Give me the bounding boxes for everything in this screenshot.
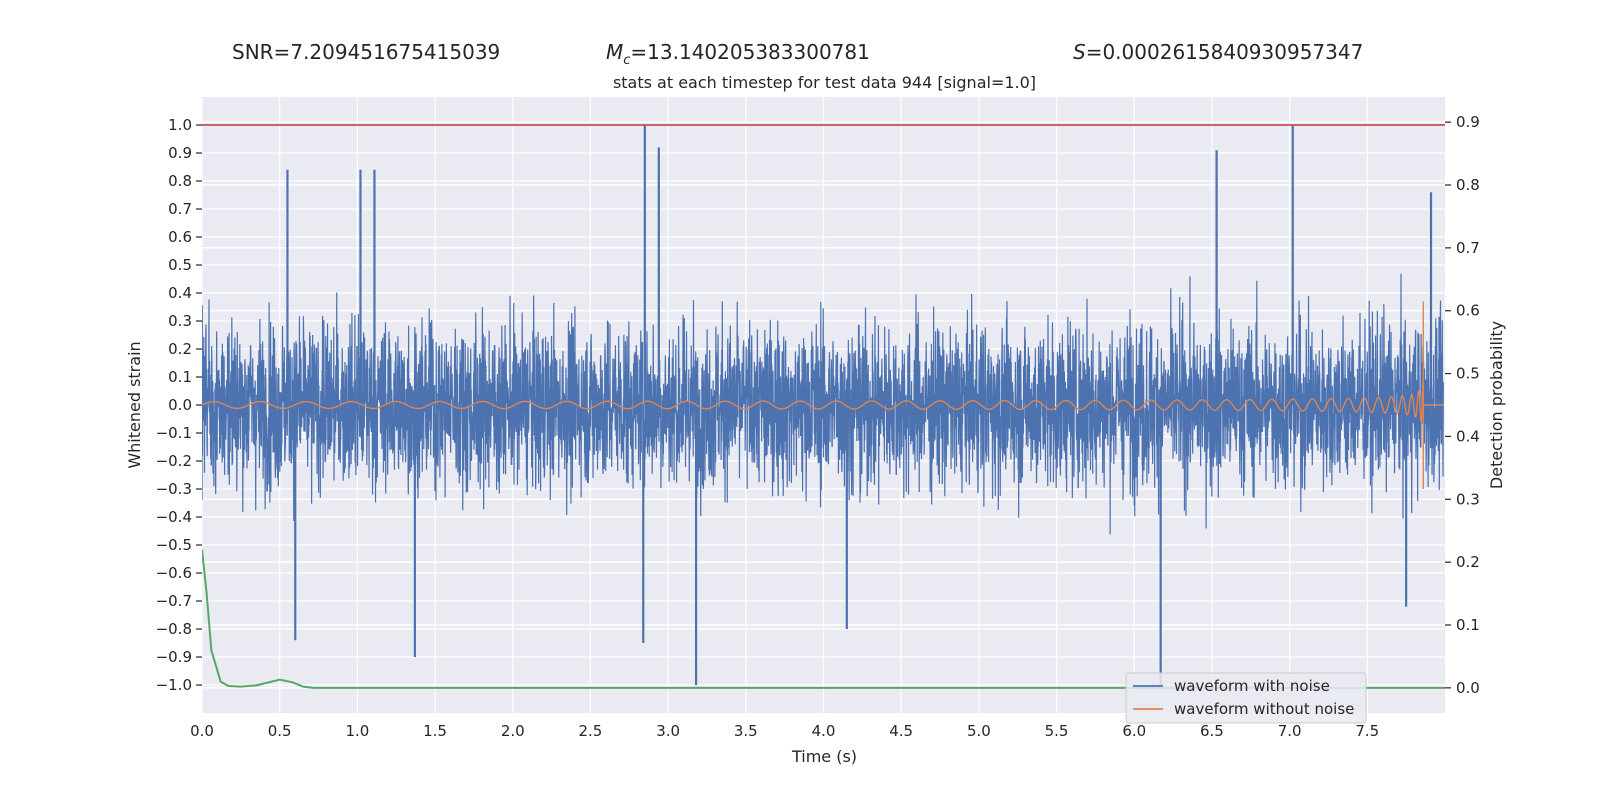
s-symbol: S xyxy=(1073,40,1086,64)
x-tick-label: 3.0 xyxy=(656,722,680,740)
x-tick-label: 2.0 xyxy=(501,722,525,740)
y2-tick-label: 0.0 xyxy=(1456,679,1480,697)
y2-tick-label: 0.3 xyxy=(1456,490,1480,508)
series-noisy-peaks xyxy=(286,125,1433,685)
y-tick-label: −0.8 xyxy=(156,620,192,638)
x-axis-label: Time (s) xyxy=(791,747,857,766)
y-tick-label: −0.7 xyxy=(156,592,192,610)
x-tick-label: 5.0 xyxy=(967,722,991,740)
chirp-mass-stat: Mc=13.140205383300781 xyxy=(606,40,870,68)
y2-tick-label: 0.6 xyxy=(1456,302,1480,320)
legend-label: waveform with noise xyxy=(1174,677,1330,695)
y-tick-label: −0.9 xyxy=(156,648,192,666)
y-tick-label: −0.6 xyxy=(156,564,192,582)
chirp-mass-subscript: c xyxy=(623,53,631,68)
y-tick-label: −1.0 xyxy=(156,676,192,694)
y2-tick-label: 0.5 xyxy=(1456,365,1480,383)
x-tick-label: 1.0 xyxy=(345,722,369,740)
y-tick-label: 0.2 xyxy=(168,340,192,358)
y2-tick-label: 0.7 xyxy=(1456,239,1480,257)
y-tick-label: 0.1 xyxy=(168,368,192,386)
y2-tick-label: 0.2 xyxy=(1456,553,1480,571)
x-tick-label: 6.0 xyxy=(1122,722,1146,740)
x-tick-label: 0.5 xyxy=(268,722,292,740)
snr-stat: SNR=7.209451675415039 xyxy=(232,40,500,64)
y-tick-label: 0.9 xyxy=(168,144,192,162)
x-tick-label: 3.5 xyxy=(734,722,758,740)
y2-axis-label: Detection probability xyxy=(1487,321,1506,489)
legend-label: waveform without noise xyxy=(1174,700,1354,718)
y-tick-label: 0.5 xyxy=(168,256,192,274)
series-noisy-trace xyxy=(202,273,1444,535)
y-tick-label: 1.0 xyxy=(168,116,192,134)
x-tick-label: 4.0 xyxy=(812,722,836,740)
x-tick-label: 5.5 xyxy=(1045,722,1069,740)
y-tick-label: 0.3 xyxy=(168,312,192,330)
series-detection-probability xyxy=(202,549,1445,689)
x-tick-label: 6.5 xyxy=(1200,722,1224,740)
y2-tick-label: 0.1 xyxy=(1456,616,1480,634)
x-tick-label: 1.5 xyxy=(423,722,447,740)
legend: waveform with noise waveform without nois… xyxy=(1125,672,1367,724)
x-tick-label: 0.0 xyxy=(190,722,214,740)
y-tick-label: −0.4 xyxy=(156,508,192,526)
y-tick-label: 0.4 xyxy=(168,284,192,302)
s-value: =0.0002615840930957347 xyxy=(1085,40,1364,64)
chart-title: stats at each timestep for test data 944… xyxy=(613,73,1036,92)
legend-box xyxy=(1125,672,1367,724)
y-axis-label: Whitened strain xyxy=(125,341,144,468)
x-tick-label: 2.5 xyxy=(579,722,603,740)
y2-tick-label: 0.4 xyxy=(1456,427,1480,445)
series-clean-waveform xyxy=(202,301,1444,489)
y-tick-label: 0.7 xyxy=(168,200,192,218)
y-tick-label: −0.1 xyxy=(156,424,192,442)
y-tick-label: 0.8 xyxy=(168,172,192,190)
x-tick-label: 7.0 xyxy=(1278,722,1302,740)
y2-tick-label: 0.8 xyxy=(1456,176,1480,194)
snr-value: 7.209451675415039 xyxy=(290,40,501,64)
y-tick-label: −0.3 xyxy=(156,480,192,498)
chirp-mass-value: =13.140205383300781 xyxy=(630,40,870,64)
x-tick-label: 4.5 xyxy=(889,722,913,740)
y-tick-label: −0.2 xyxy=(156,452,192,470)
x-tick-label: 7.5 xyxy=(1355,722,1379,740)
y-tick-label: −0.5 xyxy=(156,536,192,554)
y2-tick-label: 0.9 xyxy=(1456,113,1480,131)
y-tick-label: 0.6 xyxy=(168,228,192,246)
y-tick-label: 0.0 xyxy=(168,396,192,414)
s-stat: S=0.0002615840930957347 xyxy=(1073,40,1363,64)
chirp-mass-symbol: M xyxy=(606,40,624,64)
snr-label: SNR= xyxy=(232,40,291,64)
